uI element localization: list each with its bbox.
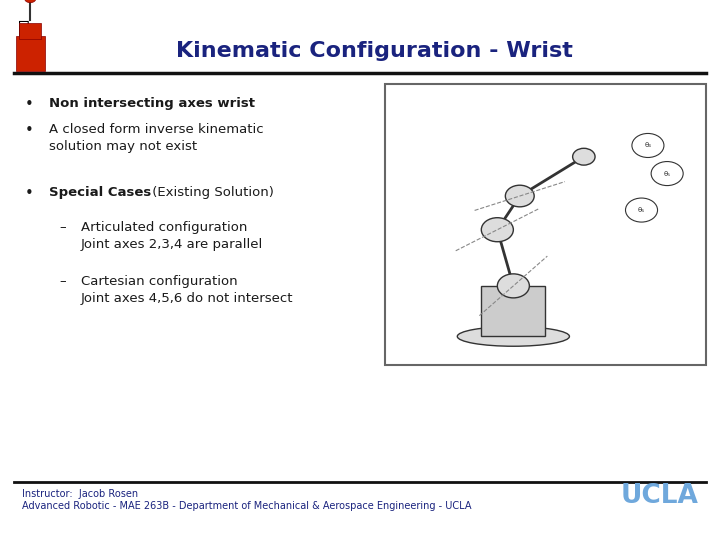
Text: Cartesian configuration: Cartesian configuration [81, 275, 238, 288]
Text: •: • [25, 97, 34, 112]
Text: 🤖: 🤖 [18, 19, 30, 38]
Circle shape [481, 218, 513, 242]
Circle shape [498, 274, 529, 298]
Text: Joint axes 2,3,4 are parallel: Joint axes 2,3,4 are parallel [81, 238, 263, 251]
Text: UCLA: UCLA [621, 483, 698, 509]
Text: Advanced Robotic - MAE 263B - Department of Mechanical & Aerospace Engineering -: Advanced Robotic - MAE 263B - Department… [22, 501, 471, 511]
Text: Joint axes 4,5,6 do not intersect: Joint axes 4,5,6 do not intersect [81, 292, 293, 305]
Text: θ₅: θ₅ [664, 171, 671, 177]
Text: Instructor:  Jacob Rosen: Instructor: Jacob Rosen [22, 489, 138, 500]
Text: –: – [59, 221, 66, 234]
Text: A closed form inverse kinematic: A closed form inverse kinematic [49, 123, 264, 136]
Circle shape [505, 185, 534, 207]
Circle shape [572, 148, 595, 165]
Bar [16, 36, 45, 71]
Text: •: • [25, 186, 34, 201]
Bar [385, 84, 706, 364]
Text: Special Cases: Special Cases [49, 186, 151, 199]
Text: •: • [25, 123, 34, 138]
Text: Kinematic Configuration - Wrist: Kinematic Configuration - Wrist [176, 40, 573, 61]
Polygon shape [482, 286, 546, 336]
Text: solution may not exist: solution may not exist [49, 140, 197, 153]
Text: (Existing Solution): (Existing Solution) [148, 186, 274, 199]
Circle shape [24, 0, 36, 3]
Ellipse shape [457, 327, 570, 346]
Text: Articulated configuration: Articulated configuration [81, 221, 247, 234]
Text: Non intersecting axes wrist: Non intersecting axes wrist [49, 97, 255, 110]
Text: –: – [59, 275, 66, 288]
Text: θ₆: θ₆ [638, 207, 645, 213]
Bar [19, 23, 41, 39]
Text: θ₄: θ₄ [644, 143, 652, 148]
